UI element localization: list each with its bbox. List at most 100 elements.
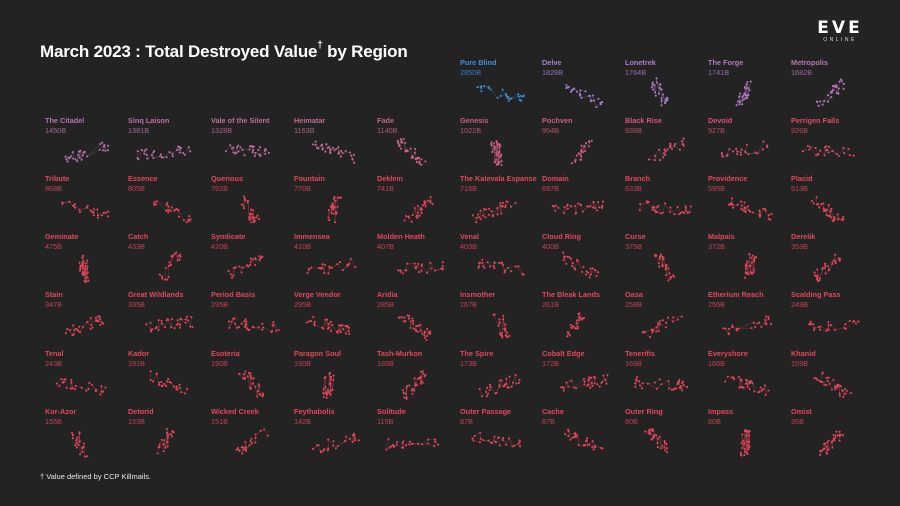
region-period-basis: Period Basis 295B: [211, 290, 291, 346]
region-value: 159B: [791, 359, 809, 368]
map-system-dot: [836, 386, 839, 389]
map-system-dot: [399, 147, 403, 150]
map-system-dot: [501, 439, 504, 442]
map-link: [660, 255, 663, 265]
region-value: 697B: [542, 184, 560, 193]
region-deklein: Deklein 741B: [377, 174, 457, 230]
map-system-dot: [86, 276, 89, 279]
map-system-dot: [251, 208, 255, 212]
map-system-dot: [415, 384, 419, 387]
map-system-dot: [842, 215, 845, 218]
map-system-dot: [647, 200, 650, 203]
map-system-dot: [489, 383, 492, 386]
map-system-dot: [415, 161, 418, 164]
map-system-dot: [769, 218, 772, 221]
region-value: 375B: [625, 242, 643, 251]
region-the-kalevala-expanse: The Kalevala Expanse 716B: [460, 174, 540, 230]
map-system-dot: [765, 323, 768, 326]
map-system-dot: [176, 149, 179, 152]
map-system-dot: [841, 389, 844, 392]
map-system-dot: [726, 375, 729, 378]
map-system-dot: [327, 209, 330, 212]
map-link: [659, 323, 667, 328]
map-system-dot: [166, 436, 169, 440]
region-map: [816, 78, 846, 107]
map-link: [647, 383, 658, 389]
map-link: [827, 442, 829, 450]
map-system-dot: [429, 201, 432, 204]
map-system-dot: [346, 264, 349, 267]
map-link: [574, 259, 578, 270]
map-system-dot: [415, 265, 418, 268]
map-system-dot: [483, 266, 486, 269]
map-system-dot: [742, 209, 745, 212]
map-link: [748, 153, 758, 155]
map-system-dot: [583, 383, 586, 386]
map-system-dot: [313, 320, 316, 323]
region-map: [305, 315, 351, 336]
map-system-dot: [746, 80, 749, 84]
map-system-dot: [344, 325, 347, 328]
map-system-dot: [169, 381, 172, 384]
map-system-dot: [673, 213, 676, 216]
map-link: [658, 324, 661, 332]
region-map: [64, 141, 110, 163]
map-system-dot: [235, 326, 238, 329]
map-system-dot: [750, 261, 753, 264]
region-map: [306, 257, 357, 275]
map-system-dot: [597, 271, 600, 274]
map-system-dot: [242, 195, 246, 198]
map-system-dot: [471, 437, 474, 440]
map-system-dot: [827, 151, 830, 154]
map-link: [324, 264, 326, 274]
map-system-dot: [727, 333, 730, 336]
region-map: [327, 196, 342, 224]
map-system-dot: [764, 319, 767, 322]
map-system-dot: [251, 325, 254, 328]
map-system-dot: [653, 381, 657, 384]
region-value: 407B: [377, 242, 395, 251]
map-system-dot: [479, 218, 482, 221]
map-system-dot: [89, 209, 92, 212]
map-system-dot: [650, 438, 653, 441]
map-system-dot: [813, 377, 816, 380]
map-system-dot: [169, 209, 172, 212]
map-system-dot: [77, 329, 80, 332]
map-system-dot: [579, 94, 582, 97]
map-system-dot: [757, 391, 760, 394]
region-value: 1163B: [294, 126, 315, 135]
map-link: [233, 267, 236, 276]
region-map: [240, 195, 261, 224]
map-system-dot: [253, 154, 256, 158]
map-system-dot: [815, 154, 818, 157]
map-system-dot: [103, 144, 106, 147]
map-link: [759, 208, 764, 216]
map-system-dot: [508, 375, 511, 378]
map-system-dot: [819, 450, 822, 453]
map-system-dot: [661, 265, 664, 268]
map-system-dot: [478, 388, 481, 391]
region-name: Perrigen Falls: [791, 116, 840, 125]
map-system-dot: [418, 214, 421, 217]
region-map: [810, 196, 845, 223]
map-system-dot: [487, 213, 491, 216]
map-system-dot: [819, 100, 822, 103]
map-system-dot: [685, 386, 689, 389]
map-system-dot: [480, 90, 483, 93]
map-system-dot: [569, 438, 572, 441]
map-system-dot: [837, 92, 840, 95]
map-system-dot: [79, 149, 82, 152]
map-system-dot: [822, 207, 825, 210]
map-system-dot: [324, 386, 327, 389]
map-system-dot: [406, 314, 409, 317]
map-link: [731, 198, 734, 205]
map-system-dot: [651, 428, 654, 431]
map-system-dot: [72, 157, 75, 160]
map-link: [187, 320, 191, 327]
map-system-dot: [78, 269, 82, 272]
map-system-dot: [480, 86, 483, 89]
map-system-dot: [571, 262, 574, 265]
map-system-dot: [190, 316, 193, 319]
map-system-dot: [518, 378, 521, 381]
map-system-dot: [483, 85, 486, 88]
